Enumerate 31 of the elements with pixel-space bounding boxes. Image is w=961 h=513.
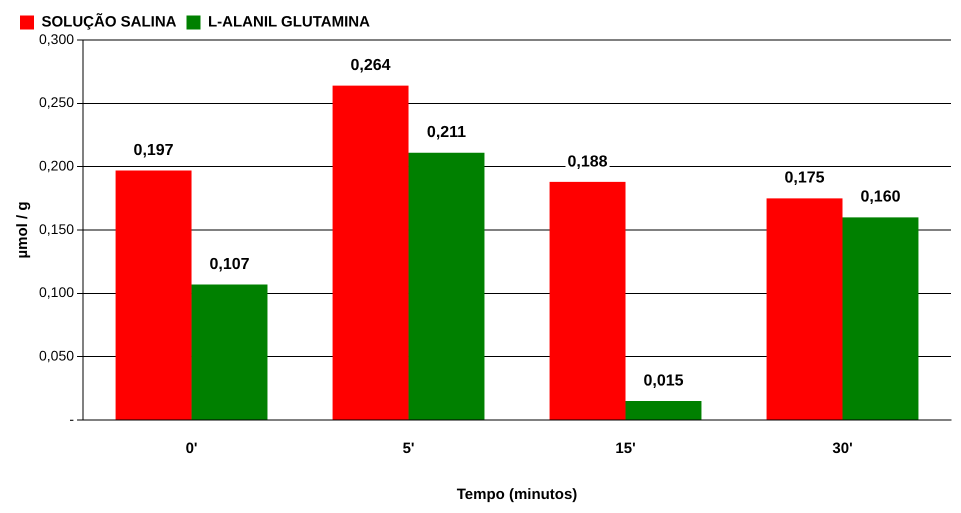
x-tick-label: 5' [402, 440, 414, 458]
data-label: 0,160 [860, 188, 901, 206]
legend-label: L-ALANIL GLUTAMINA [208, 14, 370, 31]
y-tick-label: 0,050 [38, 348, 74, 364]
bar [332, 86, 409, 420]
data-label: 0,107 [209, 256, 250, 273]
y-tick-label: 0,300 [38, 30, 74, 47]
x-tick-label: 30' [832, 440, 853, 458]
bar [116, 170, 192, 420]
y-axis-title: µmol / g [14, 202, 32, 258]
x-tick-label: 0' [186, 440, 198, 458]
y-tick-label: - [69, 410, 74, 427]
data-label: 0,175 [784, 170, 825, 187]
data-label: 0,211 [426, 124, 466, 142]
bar [842, 217, 918, 420]
bar [766, 198, 843, 420]
data-label: 0,197 [134, 142, 174, 159]
y-tick-label: 0,200 [38, 158, 74, 174]
x-axis-title: Tempo (minutos) [456, 486, 578, 504]
y-tick-label: 0,250 [38, 94, 74, 110]
data-label: 0,188 [568, 153, 608, 170]
bar [550, 182, 626, 420]
bar [626, 401, 702, 420]
x-tick-label: 15' [615, 440, 636, 458]
data-label: 0,015 [643, 372, 684, 390]
y-tick-label: 0,100 [38, 284, 74, 300]
y-tick-label: 0,150 [38, 220, 74, 237]
bar [192, 284, 268, 420]
bar [408, 152, 484, 420]
data-label: 0,264 [350, 57, 391, 74]
legend-label: SOLUÇÃO SALINA [42, 12, 177, 31]
